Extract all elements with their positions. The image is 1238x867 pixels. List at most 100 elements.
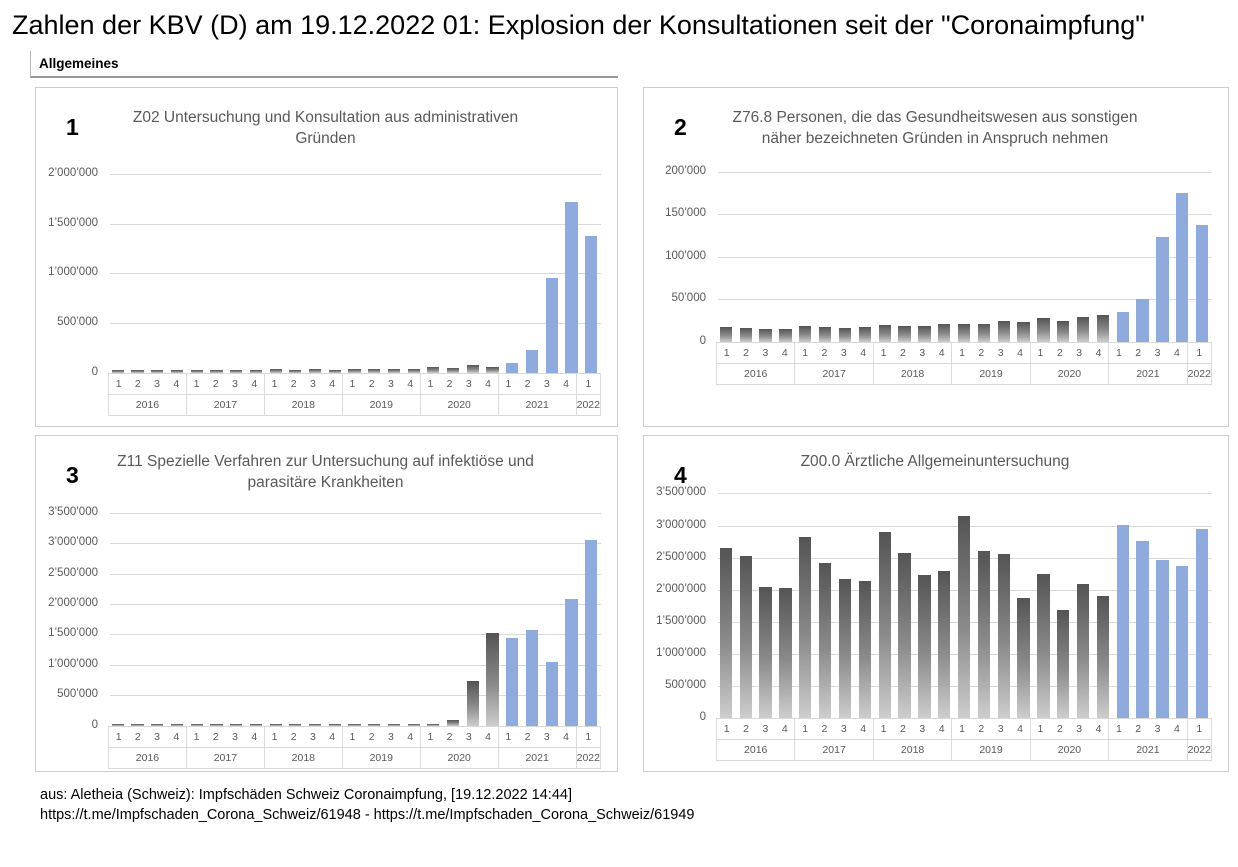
bar bbox=[111, 369, 124, 373]
quarter-label: 1 bbox=[349, 377, 356, 390]
bar-slot bbox=[305, 156, 325, 373]
quarter-label: 1 bbox=[1037, 723, 1044, 736]
quarter-label: 3 bbox=[232, 730, 238, 743]
bar-slot bbox=[795, 478, 815, 719]
bar bbox=[1076, 584, 1090, 719]
quarter-row: 1 bbox=[576, 374, 600, 395]
chart-number: 4 bbox=[674, 462, 687, 488]
bar-slot bbox=[736, 478, 756, 719]
year-label: 2019 bbox=[369, 751, 393, 764]
quarter-label: 4 bbox=[1174, 723, 1180, 736]
bar bbox=[1156, 237, 1169, 342]
section-header: Allgemeines bbox=[30, 51, 618, 78]
bar-slot bbox=[226, 156, 246, 373]
bar bbox=[348, 724, 361, 726]
y-axis: 200’000 150’000 100’000 50’000 0 bbox=[652, 156, 710, 347]
quarter-label: 1 bbox=[115, 730, 122, 743]
year-group: 1 2 3 4 2017 bbox=[185, 725, 265, 769]
quarter-label: 3 bbox=[543, 377, 550, 390]
quarter-label: 4 bbox=[251, 377, 258, 390]
bar bbox=[585, 236, 598, 373]
bar bbox=[289, 724, 302, 726]
quarter-label: 2 bbox=[1056, 723, 1063, 736]
y-tick-label: 500’000 bbox=[665, 679, 706, 692]
bar bbox=[565, 599, 578, 726]
y-tick-label: 3’500’000 bbox=[48, 505, 98, 518]
bar-slot bbox=[736, 156, 756, 342]
bar bbox=[1196, 225, 1209, 342]
y-tick-label: 2’000’000 bbox=[656, 582, 706, 595]
bar bbox=[368, 724, 381, 726]
bar bbox=[898, 552, 911, 719]
bar-slot bbox=[364, 156, 384, 373]
quarter-label: 2 bbox=[978, 723, 985, 736]
bar-row bbox=[108, 156, 601, 373]
bar bbox=[131, 370, 144, 373]
bar bbox=[407, 724, 420, 726]
year-label: 2016 bbox=[744, 367, 768, 380]
quarter-label: 3 bbox=[1076, 346, 1083, 359]
year-label: 2018 bbox=[900, 744, 925, 757]
bar-slot bbox=[325, 156, 345, 373]
quarter-label: 3 bbox=[387, 377, 394, 390]
quarter-label: 4 bbox=[329, 730, 336, 743]
quarter-label: 1 bbox=[1196, 346, 1203, 359]
year-label: 2021 bbox=[1136, 367, 1160, 380]
bar bbox=[799, 326, 812, 342]
year-group: 1 2 3 4 2016 bbox=[108, 725, 187, 769]
bar-slot bbox=[108, 156, 128, 373]
quarter-label: 1 bbox=[723, 346, 730, 359]
quarter-label: 3 bbox=[762, 346, 769, 359]
year-group: 1 2022 bbox=[1186, 341, 1212, 385]
year-group: 1 2022 bbox=[575, 725, 601, 769]
bar bbox=[585, 540, 598, 726]
bar-slot bbox=[266, 500, 286, 726]
bar-slot bbox=[187, 156, 207, 373]
gridline bbox=[718, 214, 1212, 216]
bar-slot bbox=[815, 156, 835, 342]
year-label: 2017 bbox=[213, 751, 238, 764]
bar bbox=[878, 324, 891, 342]
bar-slot bbox=[1172, 156, 1192, 342]
quarter-row: 1 bbox=[576, 727, 600, 748]
quarter-label: 4 bbox=[1174, 346, 1180, 359]
bar bbox=[151, 724, 164, 726]
bar bbox=[446, 719, 460, 726]
y-tick-label: 150’000 bbox=[665, 207, 706, 220]
chart-plot bbox=[716, 478, 1212, 720]
bar-slot bbox=[384, 156, 404, 373]
bar bbox=[858, 581, 871, 719]
x-axis: 1 2 3 4 2016 1 2 3 4 2017 1 2 3 4 2018 1 2 3 4 2019 1 2 3 4 2020… bbox=[108, 725, 601, 769]
y-tick-label: 3’000’000 bbox=[48, 536, 98, 549]
quarter-label: 1 bbox=[349, 730, 356, 743]
quarter-label: 4 bbox=[251, 730, 258, 743]
gridline bbox=[110, 372, 601, 374]
bar bbox=[977, 323, 991, 342]
bar-slot bbox=[974, 156, 994, 342]
bar bbox=[957, 323, 971, 342]
year-label: 2018 bbox=[291, 751, 316, 764]
quarter-label: 2 bbox=[212, 730, 219, 743]
bar-slot bbox=[855, 478, 875, 719]
quarter-label: 4 bbox=[173, 377, 180, 390]
bar-slot bbox=[404, 500, 424, 726]
quarter-label: 3 bbox=[997, 723, 1004, 736]
quarter-label: 2 bbox=[368, 377, 375, 390]
bar-slot bbox=[443, 156, 463, 373]
bar bbox=[249, 369, 262, 373]
quarter-label: 3 bbox=[919, 346, 926, 359]
bar-slot bbox=[1172, 478, 1192, 719]
y-tick-label: 1’000’000 bbox=[48, 657, 98, 670]
year-group: 1 2022 bbox=[575, 372, 601, 416]
quarter-label: 3 bbox=[154, 730, 160, 743]
bar-slot bbox=[404, 156, 424, 373]
quarter-label: 4 bbox=[1095, 723, 1102, 736]
year-group: 1 2 3 4 2018 bbox=[872, 341, 953, 385]
bar-slot bbox=[1113, 156, 1133, 342]
bar bbox=[1017, 322, 1030, 342]
bar-slot bbox=[325, 500, 345, 726]
quarter-label: 1 bbox=[585, 730, 592, 743]
